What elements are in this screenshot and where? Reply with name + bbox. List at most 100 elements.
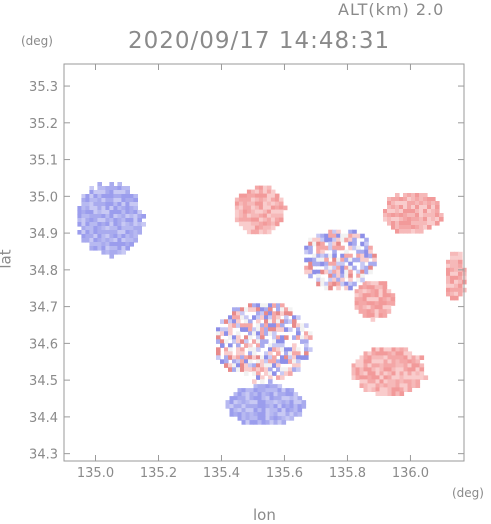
heatmap-cell (228, 343, 233, 348)
heatmap-cell (391, 225, 396, 230)
heatmap-cell (232, 359, 237, 364)
heatmap-cell (395, 221, 400, 226)
heatmap-cell (269, 384, 275, 389)
heatmap-cell (296, 363, 301, 368)
heatmap-cell (241, 400, 247, 405)
heatmap-cell (265, 392, 271, 397)
heatmap-cell (105, 214, 110, 219)
heatmap-cell (324, 233, 329, 239)
heatmap-cell (292, 355, 297, 360)
heatmap-cell (109, 230, 114, 235)
heatmap-cell (268, 359, 273, 364)
heatmap-cell (336, 245, 341, 251)
heatmap-cell (372, 261, 377, 267)
heatmap-cell (272, 311, 277, 316)
heatmap-cell (280, 339, 285, 344)
heatmap-cell (415, 225, 420, 230)
heatmap-cell (454, 263, 459, 269)
heatmap-cell (285, 404, 291, 409)
heatmap-cell (268, 323, 273, 328)
heatmap-cell (407, 355, 413, 360)
heatmap-cell (419, 363, 425, 368)
heatmap-cell (93, 190, 98, 195)
heatmap-cell (240, 363, 245, 368)
heatmap-cell (274, 209, 280, 215)
heatmap-cell (344, 285, 349, 291)
heatmap-cell (121, 230, 126, 235)
heatmap-cell (105, 206, 110, 211)
heatmap-cell (256, 323, 261, 328)
heatmap-cell (265, 404, 271, 409)
heatmap-cell (419, 221, 424, 226)
heatmap-cell (281, 392, 287, 397)
heatmap-cell (101, 218, 106, 223)
heatmap-cell (273, 396, 279, 401)
heatmap-cell (367, 383, 373, 388)
heatmap-cell (109, 182, 114, 187)
heatmap-cell (308, 261, 313, 267)
heatmap-cell (246, 229, 252, 235)
heatmap-cell (109, 190, 114, 195)
heatmap-cell (356, 245, 361, 251)
heatmap-cell (253, 384, 259, 389)
heatmap-cell (367, 375, 373, 380)
heatmap-cell (233, 392, 239, 397)
heatmap-cell (386, 305, 392, 310)
heatmap-cell (288, 311, 293, 316)
heatmap-cell (407, 359, 413, 364)
heatmap-cell (284, 351, 289, 356)
heatmap-cell (121, 214, 126, 219)
heatmap-cell (244, 323, 249, 328)
heatmap-cell (351, 375, 357, 380)
heatmap-cell (336, 285, 341, 291)
heatmap-cell (238, 221, 244, 227)
heatmap-cell (113, 218, 118, 223)
heatmap-cell (391, 375, 397, 380)
heatmap-cell (371, 379, 377, 384)
heatmap-cell (264, 359, 269, 364)
heatmap-cell (374, 289, 380, 294)
heatmap-cell (407, 209, 412, 214)
heatmap-cell (228, 319, 233, 324)
heatmap-cell (256, 339, 261, 344)
heatmap-cell (246, 217, 252, 223)
heatmap-cell (328, 245, 333, 251)
heatmap-cell (316, 233, 321, 239)
heatmap-cell (320, 269, 325, 275)
heatmap-cell (241, 396, 247, 401)
heatmap-cell (258, 205, 264, 211)
heatmap-cell (252, 347, 257, 352)
heatmap-cell (109, 206, 114, 211)
heatmap-cell (280, 355, 285, 360)
heatmap-cell (370, 301, 376, 306)
y-tick-label: 34.8 (29, 264, 58, 279)
heatmap-cell (300, 355, 305, 360)
heatmap-cell (403, 355, 409, 360)
heatmap-cell (328, 285, 333, 291)
heatmap-cell (262, 189, 268, 195)
heatmap-cell (352, 229, 357, 235)
y-tick-label: 35.3 (29, 80, 58, 95)
heatmap-cell (270, 225, 276, 231)
heatmap-cell (366, 289, 372, 294)
heatmap-cell (395, 379, 401, 384)
heatmap-cell (262, 201, 268, 207)
heatmap-cell (256, 331, 261, 336)
heatmap-cell (292, 343, 297, 348)
heatmap-cell (237, 412, 243, 417)
heatmap-cell (354, 305, 360, 310)
heatmap-cell (332, 277, 337, 283)
heatmap-cell (308, 249, 313, 255)
heatmap-cell (304, 351, 309, 356)
heatmap-cell (285, 400, 291, 405)
heatmap-cell (340, 253, 345, 259)
heatmap-cell (268, 351, 273, 356)
heatmap-cell (113, 198, 118, 203)
heatmap-cell (387, 221, 392, 226)
heatmap-cell (356, 269, 361, 275)
heatmap-cell (407, 371, 413, 376)
heatmap-cell (348, 277, 353, 283)
heatmap-cell (89, 190, 94, 195)
heatmap-cell (253, 420, 259, 425)
heatmap-cell (407, 351, 413, 356)
